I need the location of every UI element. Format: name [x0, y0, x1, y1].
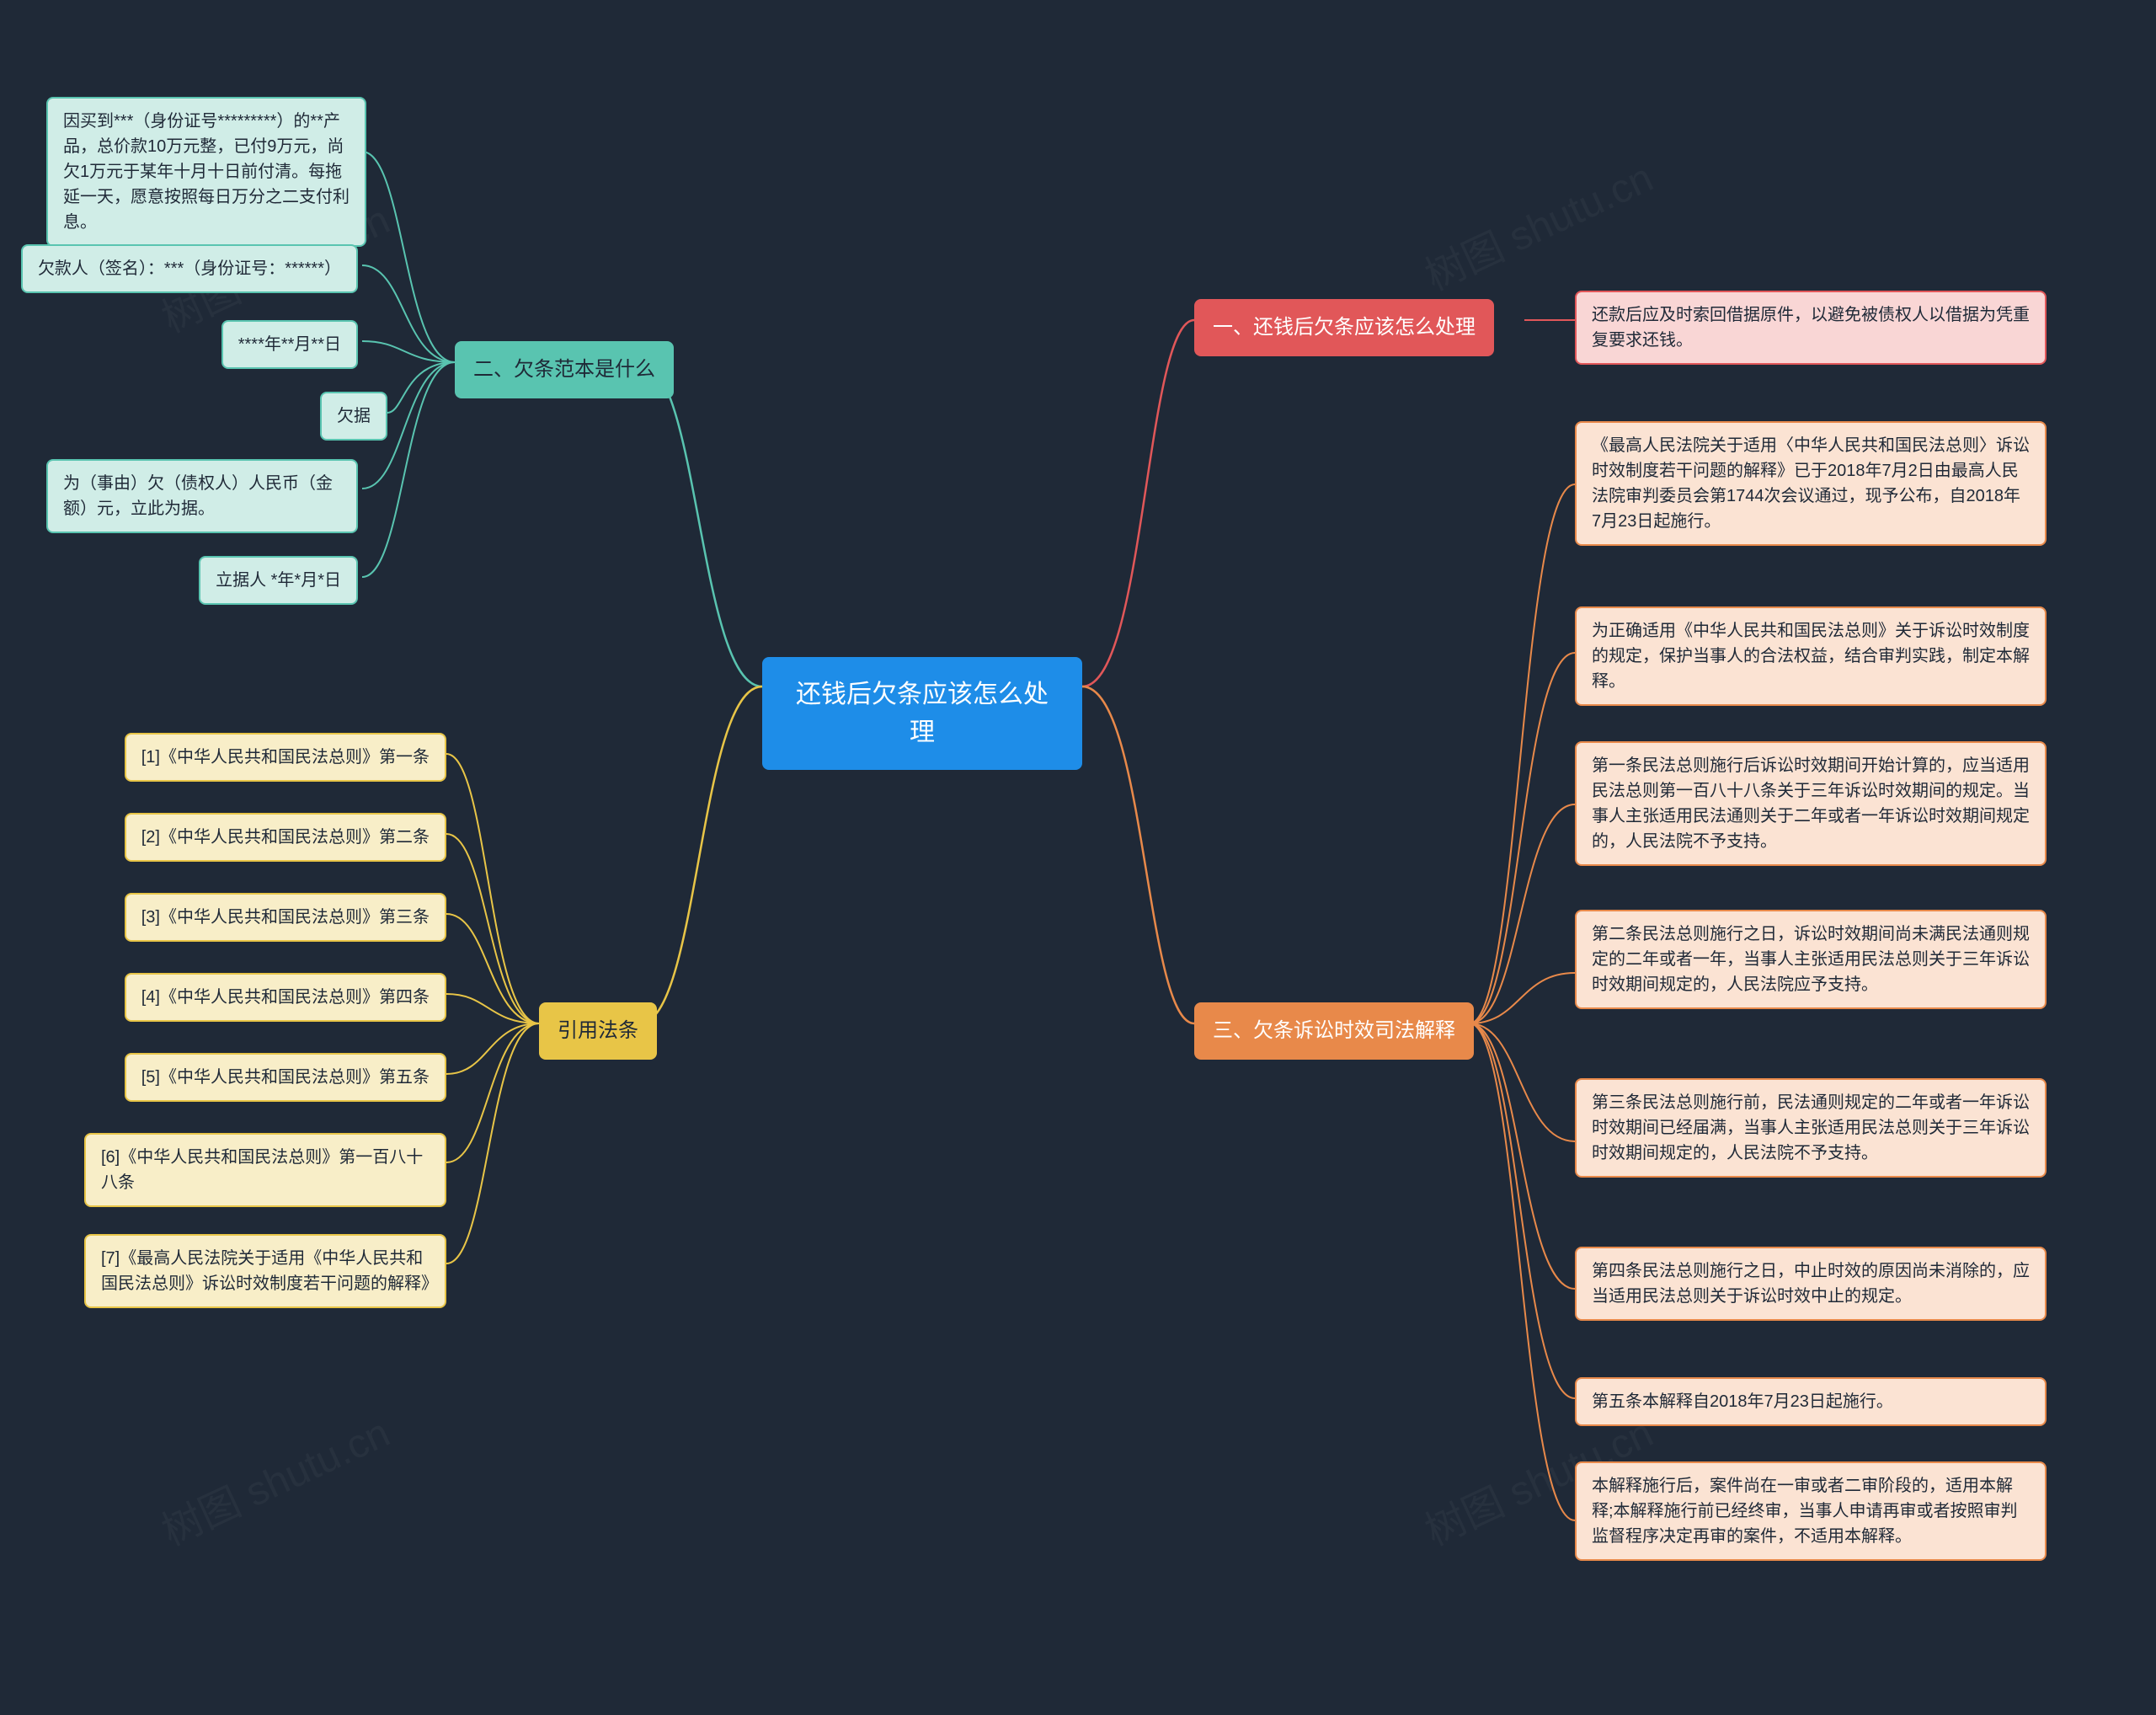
leaf-template-6: 立据人 *年*月*日 [199, 556, 358, 605]
branch-iou-template[interactable]: 二、欠条范本是什么 [455, 341, 674, 398]
leaf-article-4: [4]《中华人民共和国民法总则》第四条 [125, 973, 446, 1022]
leaf-article-1: [1]《中华人民共和国民法总则》第一条 [125, 733, 446, 782]
watermark: 树图 shutu.cn [1414, 145, 1661, 302]
leaf-statute-5: 第三条民法总则施行前，民法通则规定的二年或者一年诉讼时效期间已经届满，当事人主张… [1575, 1078, 2047, 1178]
leaf-template-4: 欠据 [320, 392, 387, 441]
leaf-article-5: [5]《中华人民共和国民法总则》第五条 [125, 1053, 446, 1102]
leaf-statute-2: 为正确适用《中华人民共和国民法总则》关于诉讼时效制度的规定，保护当事人的合法权益… [1575, 606, 2047, 706]
leaf-statute-8: 本解释施行后，案件尚在一审或者二审阶段的，适用本解释;本解释施行前已经终审，当事… [1575, 1461, 2047, 1561]
leaf-statute-1: 《最高人民法院关于适用〈中华人民共和国民法总则〉诉讼时效制度若干问题的解释》已于… [1575, 421, 2047, 546]
branch-statute-limitations[interactable]: 三、欠条诉讼时效司法解释 [1194, 1002, 1474, 1060]
branch-repayment-handling[interactable]: 一、还钱后欠条应该怎么处理 [1194, 299, 1494, 356]
leaf-statute-7: 第五条本解释自2018年7月23日起施行。 [1575, 1377, 2047, 1426]
leaf-template-3: ****年**月**日 [221, 320, 358, 369]
leaf-template-1: 因买到***（身份证号*********）的**产品，总价款10万元整，已付9万… [46, 97, 366, 247]
leaf-article-2: [2]《中华人民共和国民法总则》第二条 [125, 813, 446, 862]
leaf-statute-3: 第一条民法总则施行后诉讼时效期间开始计算的，应当适用民法总则第一百八十八条关于三… [1575, 741, 2047, 866]
leaf-statute-4: 第二条民法总则施行之日，诉讼时效期间尚未满民法通则规定的二年或者一年，当事人主张… [1575, 910, 2047, 1009]
leaf-repayment-detail: 还款后应及时索回借据原件，以避免被债权人以借据为凭重复要求还钱。 [1575, 291, 2047, 365]
center-node[interactable]: 还钱后欠条应该怎么处理 [762, 657, 1082, 770]
leaf-article-7: [7]《最高人民法院关于适用《中华人民共和国民法总则》诉讼时效制度若干问题的解释… [84, 1234, 446, 1308]
watermark: 树图 shutu.cn [151, 1400, 398, 1557]
branch-cited-articles[interactable]: 引用法条 [539, 1002, 657, 1060]
leaf-template-5: 为（事由）欠（债权人）人民币（金额）元，立此为据。 [46, 459, 358, 533]
leaf-template-2: 欠款人（签名）：***（身份证号：******） [21, 244, 358, 293]
leaf-statute-6: 第四条民法总则施行之日，中止时效的原因尚未消除的，应当适用民法总则关于诉讼时效中… [1575, 1247, 2047, 1321]
leaf-article-3: [3]《中华人民共和国民法总则》第三条 [125, 893, 446, 942]
leaf-article-6: [6]《中华人民共和国民法总则》第一百八十八条 [84, 1133, 446, 1207]
